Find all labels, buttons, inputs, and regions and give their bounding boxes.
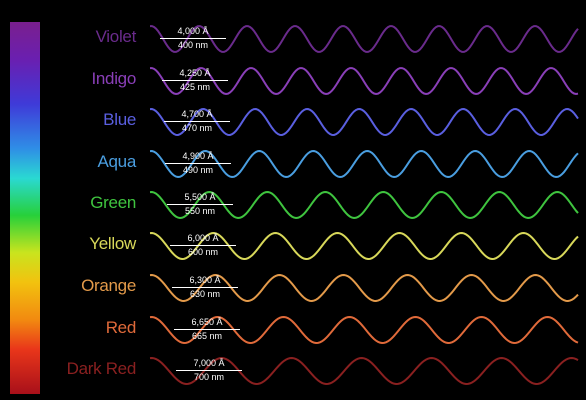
- sine-wave: [149, 357, 579, 385]
- wave-path: [149, 108, 579, 136]
- nanometer-value: 600 nm: [187, 247, 219, 257]
- nanometer-value: 425 nm: [179, 82, 211, 92]
- color-name-label: Green: [90, 193, 136, 212]
- sine-wave: [149, 25, 579, 53]
- color-name-label: Violet: [95, 27, 137, 46]
- fraction-line: [174, 329, 240, 330]
- wave-path: [149, 316, 579, 344]
- nanometer-value: 700 nm: [193, 372, 225, 382]
- color-name-label: Indigo: [91, 69, 136, 88]
- band-row: Red 6,650 Å 665 nm: [0, 309, 586, 351]
- band-row: Green 5,500 Å 550 nm: [0, 184, 586, 226]
- fraction-line: [162, 80, 228, 81]
- band-row: Dark Red 7,000 Å 700 nm: [0, 350, 586, 392]
- sine-wave: [149, 191, 579, 220]
- band-row: Blue 4,700 Å 470 nm: [0, 101, 586, 143]
- sine-wave: [149, 274, 579, 302]
- fraction-line: [170, 245, 236, 246]
- sine-wave: [149, 316, 579, 344]
- sine-wave: [149, 232, 579, 260]
- angstrom-value: 4,700 Å: [181, 109, 213, 119]
- sine-wave: [149, 108, 579, 136]
- band-row: Violet 4,000 Å 400 nm: [0, 18, 586, 60]
- wavelength-label: 6,000 Å 600 nm: [168, 228, 238, 264]
- angstrom-value: 5,500 Å: [184, 192, 216, 202]
- wave-path: [149, 25, 579, 53]
- spectrum-gradient-bar: [10, 22, 40, 394]
- wavelength-label: 4,250 Å 425 nm: [160, 63, 230, 99]
- color-name-label: Dark Red: [66, 359, 137, 378]
- wavelength-label: 4,900 Å 490 nm: [163, 146, 233, 182]
- wave-path: [149, 150, 579, 179]
- angstrom-value: 7,000 Å: [193, 358, 225, 368]
- wavelength-label: 4,700 Å 470 nm: [162, 104, 232, 140]
- fraction-line: [172, 287, 238, 288]
- band-row: Aqua 4,900 Å 490 nm: [0, 143, 586, 185]
- color-name-label: Aqua: [97, 152, 136, 171]
- band-row: Orange 6,300 Å 630 nm: [0, 267, 586, 309]
- wave-path: [149, 357, 579, 385]
- band-row: Yellow 6,000 Å 600 nm: [0, 225, 586, 267]
- nanometer-value: 550 nm: [184, 206, 216, 216]
- color-name-label: Blue: [103, 110, 136, 129]
- angstrom-value: 4,900 Å: [182, 151, 214, 161]
- fraction-line: [164, 121, 230, 122]
- angstrom-value: 4,250 Å: [179, 68, 211, 78]
- wavelength-label: 6,650 Å 665 nm: [172, 312, 242, 348]
- angstrom-value: 6,650 Å: [191, 317, 223, 327]
- nanometer-value: 490 nm: [182, 165, 214, 175]
- band-row: Indigo 4,250 Å 425 nm: [0, 60, 586, 102]
- wavelength-label: 7,000 Å 700 nm: [174, 353, 244, 389]
- wave-path: [149, 67, 579, 96]
- sine-wave: [149, 150, 579, 179]
- fraction-line: [165, 163, 231, 164]
- nanometer-value: 400 nm: [177, 40, 209, 50]
- angstrom-value: 6,300 Å: [189, 275, 221, 285]
- nanometer-value: 665 nm: [191, 331, 223, 341]
- fraction-line: [160, 38, 226, 39]
- nanometer-value: 470 nm: [181, 123, 213, 133]
- color-name-label: Red: [105, 318, 137, 337]
- color-name-label: Orange: [81, 276, 136, 295]
- angstrom-value: 4,000 Å: [177, 26, 209, 36]
- fraction-line: [167, 204, 233, 205]
- angstrom-value: 6,000 Å: [187, 233, 219, 243]
- wavelength-label: 4,000 Å 400 nm: [158, 21, 228, 57]
- wave-path: [149, 232, 579, 260]
- wavelength-label: 5,500 Å 550 nm: [165, 187, 235, 223]
- wavelength-label: 6,300 Å 630 nm: [170, 270, 240, 306]
- sine-wave: [149, 67, 579, 96]
- wave-path: [149, 191, 579, 220]
- color-name-label: Yellow: [89, 234, 136, 253]
- fraction-line: [176, 370, 242, 371]
- nanometer-value: 630 nm: [189, 289, 221, 299]
- wave-path: [149, 274, 579, 302]
